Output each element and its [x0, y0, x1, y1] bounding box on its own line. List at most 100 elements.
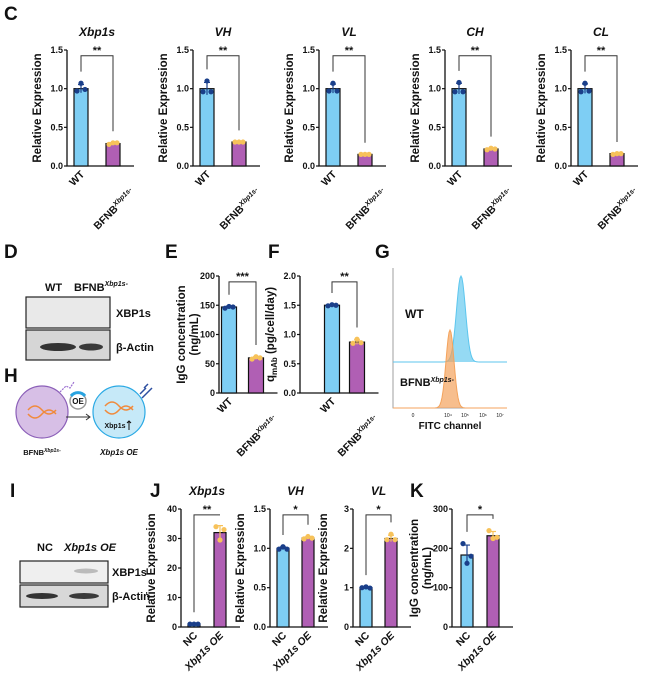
data-point: [305, 533, 311, 540]
data-point: [468, 553, 474, 559]
y-tick-label: 1.5: [176, 45, 189, 55]
y-tick-label: 1.0: [428, 84, 441, 94]
data-point: [334, 88, 340, 94]
western-blot-d: WT BFNBXbp1s- XBP1s β-Actin: [25, 281, 154, 361]
data-point: [187, 621, 193, 627]
data-point: [492, 146, 498, 152]
data-point: [366, 151, 372, 157]
blot-actin-band-box: [19, 584, 109, 608]
data-point: [333, 302, 339, 308]
y-tick-label: 100: [433, 583, 448, 593]
dna-icon: [27, 405, 57, 419]
up-arrow-icon: [126, 420, 132, 430]
significance-label: **: [345, 45, 354, 57]
y-tick-label: 1.5: [253, 504, 266, 514]
significance-bracket: [331, 281, 358, 328]
data-point: [213, 524, 219, 530]
y-tick-label: 0.0: [50, 161, 63, 171]
data-point: [191, 621, 197, 627]
dna-icon: [104, 401, 134, 415]
y-tick-label: 30: [167, 534, 177, 544]
data-point: [329, 302, 335, 308]
flow-tick-label: 10⁷: [496, 413, 504, 419]
y-tick-label: 2: [344, 543, 349, 553]
significance-bracket: [193, 514, 220, 613]
x-tick-label: BFNBXbp1s-: [470, 186, 516, 232]
bar-control: [323, 304, 341, 394]
data-point: [253, 354, 259, 360]
y-tick-label: 0: [443, 622, 448, 632]
panel-label-j: J: [150, 481, 161, 502]
data-point: [106, 141, 112, 147]
data-point: [350, 340, 356, 346]
significance-bracket: [282, 514, 309, 535]
chart-title: CL: [593, 25, 609, 39]
panel-label-i: I: [10, 481, 15, 502]
data-point: [200, 89, 206, 95]
data-point: [110, 140, 116, 146]
bar-control: [276, 547, 290, 628]
panel-label-e: E: [165, 242, 178, 263]
data-point: [226, 303, 232, 310]
blot-xbp1s-band-box: [19, 560, 109, 584]
y-tick-label: 1: [344, 583, 349, 593]
panel-label-c: C: [4, 4, 18, 25]
significance-label: **: [597, 45, 606, 57]
bar-treatment: [486, 535, 500, 628]
y-axis-label: Relative Expression: [146, 513, 158, 622]
significance-label: **: [93, 45, 102, 57]
y-tick-label: 0.5: [554, 122, 567, 132]
significance-bracket: [458, 55, 492, 137]
chart-c3: VL 0.0 0.5 1.0 1.5 Relative Expression WTBFNBX…: [284, 25, 386, 232]
data-point: [358, 340, 364, 346]
data-point: [284, 546, 290, 552]
data-point: [384, 537, 390, 543]
data-point: [488, 145, 494, 151]
y-tick-label: 0.5: [283, 359, 296, 369]
x-tick-label: BFNBXbp1s-: [235, 413, 281, 459]
flow-label-bfnb: BFNBXbp1s-: [400, 377, 455, 389]
flow-x-ticks: 0 10⁴ 10⁵ 10⁶ 10⁷: [412, 413, 504, 419]
band-label-xbp1s: XBP1s: [116, 308, 151, 320]
actin-band: [69, 593, 99, 599]
data-point: [586, 88, 592, 94]
oe-cell-label: Xbp1s OE: [99, 448, 138, 457]
diagram-h: OE Xbp1s BFNBXbp1s- Xbp1s OE: [15, 381, 153, 457]
y-tick-label: 1.5: [50, 45, 63, 55]
x-tick-label: NC: [454, 629, 474, 649]
band-label-actin: β-Actin: [116, 342, 154, 354]
significance-label: **: [219, 45, 228, 57]
bar-control: [325, 88, 341, 167]
bar-control: [359, 587, 373, 628]
oe-label: OE: [72, 397, 84, 406]
data-point: [222, 305, 228, 311]
data-point: [367, 585, 373, 591]
data-point: [582, 80, 588, 86]
x-tick-label: NC: [270, 629, 290, 649]
lane-label-nc: NC: [37, 542, 53, 554]
data-point: [490, 535, 496, 542]
data-point: [114, 140, 120, 146]
data-point: [325, 303, 331, 309]
panel-label-d: D: [4, 242, 18, 263]
data-point: [494, 534, 500, 540]
x-tick-label: WT: [67, 168, 87, 188]
actin-band: [26, 593, 58, 599]
significance-bracket: [332, 55, 366, 143]
arrow-icon: [66, 413, 91, 421]
lane-label-wt: WT: [45, 282, 62, 294]
significance-label: **: [203, 504, 212, 516]
flow-tick-label: 10⁶: [479, 413, 487, 419]
data-point: [230, 304, 236, 310]
data-point: [82, 86, 88, 93]
flow-histogram-g: WT BFNBXbp1s- 0 10⁴ 10⁵ 10⁶ 10⁷ FITC channel: [392, 268, 507, 432]
antibody-icon: [139, 383, 153, 399]
actin-band: [40, 343, 76, 351]
chart-title: Xbp1s: [188, 484, 225, 498]
data-point: [217, 537, 223, 543]
y-tick-label: 0.5: [50, 122, 63, 132]
data-point: [456, 79, 462, 86]
data-point: [204, 78, 210, 84]
